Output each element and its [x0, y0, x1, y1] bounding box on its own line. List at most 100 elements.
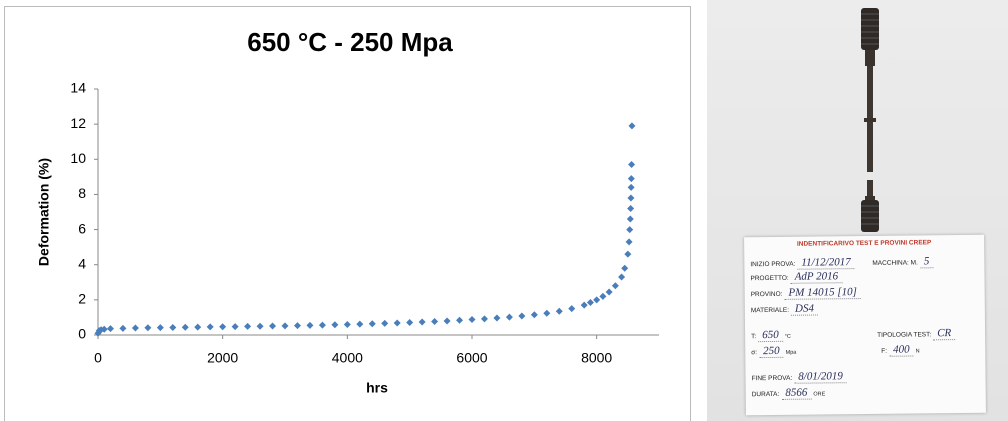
data-point [144, 324, 152, 332]
x-tick-label: 8000 [581, 350, 612, 366]
data-point [169, 323, 177, 331]
card-field: TIPOLOGIA TEST: CR [877, 327, 956, 341]
data-point [580, 301, 588, 309]
card-label: PROVINO: [750, 290, 783, 299]
card-value: AdP 2016 [790, 270, 843, 284]
card-unit: °C [784, 333, 791, 340]
data-point [231, 323, 239, 331]
data-point [418, 318, 426, 326]
data-point [621, 264, 629, 272]
data-point [456, 316, 464, 324]
card-label: DURATA: [751, 390, 780, 399]
data-point [219, 323, 227, 331]
card-value: 8566 [781, 386, 812, 400]
photo: INDENTIFICARIVO TEST E PROVINI CREEP INI… [707, 0, 1008, 421]
card-value: 650 [758, 328, 783, 343]
card-unit: N [915, 348, 920, 355]
card-value: 5 [919, 255, 934, 269]
card-label: PROGETTO: [750, 274, 789, 283]
data-point [393, 319, 401, 327]
data-point [555, 307, 563, 315]
data-point [505, 313, 513, 321]
data-point [599, 292, 607, 300]
chart: 650 °C - 250 Mpa hrs Deformation (%) 0 2 4… [4, 6, 691, 421]
card-value: CR [933, 327, 956, 341]
data-point [627, 204, 635, 212]
data-point [605, 288, 613, 296]
chart-title: 650 °C - 250 Mpa [247, 27, 453, 57]
data-point [624, 250, 632, 258]
x-tick-label: 2000 [207, 350, 238, 366]
card-heading: INDENTIFICARIVO TEST E PROVINI CREEP [796, 239, 932, 248]
card-value: 11/12/2017 [797, 256, 855, 270]
data-point [593, 296, 601, 304]
card-unit: ORE [813, 391, 826, 398]
data-point [206, 323, 214, 331]
card-field: MATERIALE: DS4 [750, 302, 819, 316]
data-point [318, 321, 326, 329]
card-unit: Mpa [785, 349, 797, 356]
card-label: σ: [751, 349, 758, 357]
card-field: PROGETTO: AdP 2016 [750, 270, 843, 284]
y-tick-label: 6 [78, 220, 86, 236]
specimen [861, 8, 879, 232]
card-field: σ: 250 Mpa [751, 344, 797, 359]
y-tick-label: 0 [78, 326, 86, 342]
data-point [468, 316, 476, 324]
data-point [628, 161, 636, 169]
y-tick-label: 2 [78, 291, 86, 307]
data-point [627, 194, 635, 202]
data-point [269, 322, 277, 330]
y-tick-label: 12 [70, 115, 86, 131]
data-point [530, 311, 538, 319]
x-tick-label: 4000 [332, 350, 363, 366]
y-axis-label: Deformation (%) [36, 158, 52, 266]
card-label: T: [751, 333, 757, 341]
card-value: DS4 [790, 302, 819, 316]
data-point [381, 319, 389, 327]
label-card: INDENTIFICARIVO TEST E PROVINI CREEP INI… [744, 234, 986, 416]
card-label: INIZIO PROVA: [750, 260, 796, 269]
data-point [244, 322, 252, 330]
data-point [626, 226, 634, 234]
card-label: TIPOLOGIA TEST: [877, 331, 932, 339]
y-tick-label: 8 [78, 185, 86, 201]
card-value: 400 [888, 343, 914, 357]
y-tick-label: 4 [78, 255, 86, 271]
card-field: T: 650 °C [751, 328, 791, 343]
y-tick-label: 14 [70, 80, 86, 96]
card-value: PM 14015 [10] [784, 286, 861, 300]
data-point [406, 319, 414, 327]
card-field: DURATA: 8566 ORE [751, 386, 826, 400]
data-point [431, 317, 439, 325]
data-point [106, 325, 114, 333]
data-point [331, 321, 339, 329]
x-tick-label: 6000 [456, 350, 487, 366]
y-tick-label: 10 [70, 150, 86, 166]
card-field: INIZIO PROVA: 11/12/2017 [750, 256, 855, 270]
card-field: F: 400 N [881, 343, 920, 357]
card-label: FINE PROVA: [751, 374, 793, 383]
card-field: MACCHINA: M. 5 [872, 255, 934, 269]
data-point [628, 122, 636, 130]
data-point [480, 315, 488, 323]
chart-frame [4, 6, 691, 421]
card-value: 250 [759, 344, 784, 359]
data-point [131, 324, 139, 332]
data-point [443, 317, 451, 325]
card-label: MATERIALE: [750, 306, 790, 315]
data-point [194, 323, 202, 331]
data-point [181, 323, 189, 331]
x-tick-label: 0 [94, 350, 102, 366]
card-field: FINE PROVA: 8/01/2019 [751, 370, 847, 384]
x-axis-label: hrs [366, 380, 388, 396]
card-label: MACCHINA: M. [872, 259, 918, 267]
data-point [119, 324, 127, 332]
data-point [493, 314, 501, 322]
data-point [586, 298, 594, 306]
card-value: 8/01/2019 [794, 370, 847, 384]
card-field: PROVINO: PM 14015 [10] [750, 286, 861, 300]
data-point [356, 320, 364, 328]
data-point [518, 312, 526, 320]
